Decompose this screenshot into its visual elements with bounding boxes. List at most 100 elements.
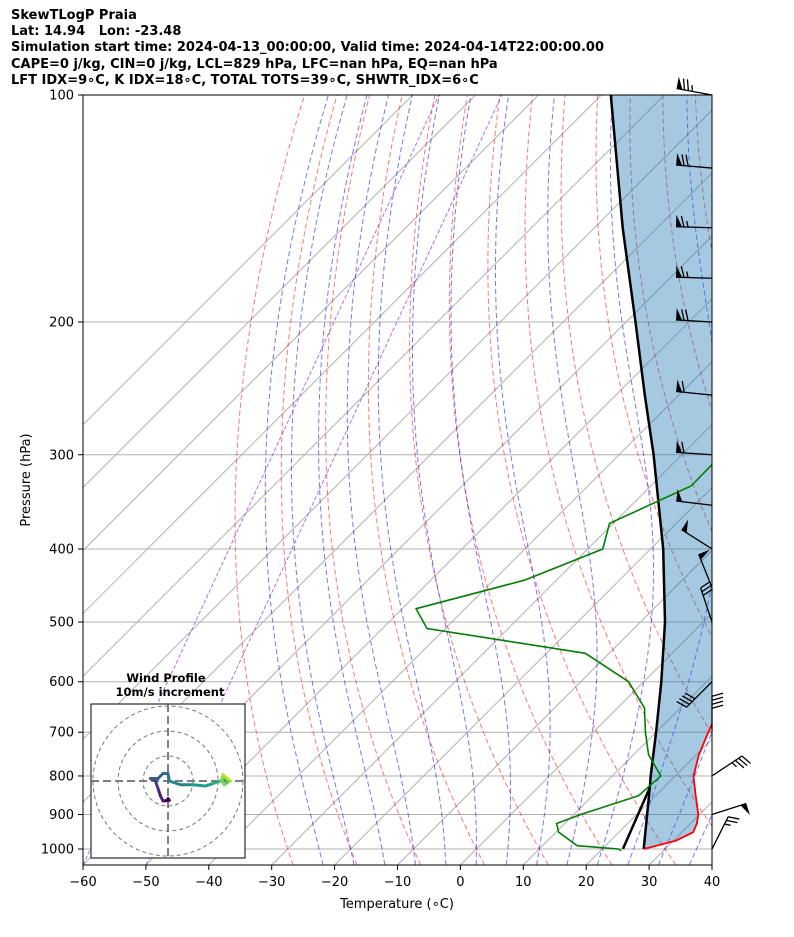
barb-staff: [686, 681, 713, 708]
x-tick-label: −40: [195, 875, 222, 890]
hodograph-ring: [142, 755, 194, 807]
isotherm-gridline: [334, 486, 712, 865]
isotherm-gridline: [711, 864, 712, 865]
barb-flag: [676, 307, 683, 321]
wind-barb: [676, 681, 713, 708]
isotherm-gridline: [522, 675, 712, 865]
barb-full: [738, 757, 748, 767]
barb-half: [724, 823, 731, 826]
barb-flag: [740, 803, 750, 815]
barb-full: [726, 819, 738, 824]
barb-full: [734, 759, 745, 769]
hodograph-segment: [191, 783, 207, 788]
barb-full: [676, 700, 687, 708]
wind-barb: [676, 153, 713, 169]
barb-full: [680, 215, 685, 228]
convective-params-line: CAPE=0 j/kg, CIN=0 j/kg, LCL=829 hPa, LF…: [11, 57, 498, 72]
chart-title: SkewTLogP Praia: [11, 8, 137, 23]
barb-staff: [676, 164, 713, 169]
x-tick-label: −30: [258, 875, 285, 890]
isotherm-gridline: [83, 109, 712, 740]
y-tick-label: 600: [49, 675, 74, 690]
dry-adiabat: [694, 95, 712, 254]
moist-adiabat: [547, 95, 598, 865]
hodograph-trace: [149, 772, 232, 803]
barb-flag: [676, 265, 683, 278]
barb-flag: [676, 379, 683, 393]
barb-flag: [681, 519, 689, 533]
dry-adiabat: [487, 95, 677, 865]
x-tick-label: −60: [69, 875, 96, 890]
surface-lcl-line: [621, 787, 651, 850]
barb-full: [682, 78, 686, 90]
hodograph-title: Wind Profile: [126, 671, 206, 685]
barb-full: [681, 380, 685, 393]
barb-full: [702, 588, 713, 597]
wind-barb: [676, 489, 713, 506]
moist-adiabat: [412, 95, 477, 865]
barb-full: [711, 696, 724, 701]
dewpoint-line: [414, 393, 712, 852]
moist-adiabat: [377, 95, 447, 865]
dry-adiabat: [761, 95, 794, 865]
wind-barb: [676, 307, 713, 323]
isotherm-gridline: [271, 423, 712, 865]
barb-full: [681, 441, 685, 454]
barb-flag: [676, 440, 683, 453]
dry-adiabat: [560, 95, 712, 736]
isotherm-gridline: [208, 361, 712, 865]
wind-barb: [711, 755, 751, 777]
moist-adiabat: [264, 95, 329, 865]
hodograph-ring: [92, 705, 244, 857]
barb-full: [711, 692, 724, 697]
hodograph-segment: [221, 773, 232, 783]
y-tick-label: 200: [49, 315, 74, 330]
barb-flag: [676, 489, 683, 502]
barb-flag: [676, 153, 683, 166]
barb-full: [741, 755, 751, 764]
axes: −60 −50 −40 −30 −20 −10 0 10 20 30 40 1000 900 800 700…: [41, 89, 720, 891]
moist-adiabat: [720, 95, 794, 865]
barb-flag: [676, 214, 683, 227]
hodograph-subtitle: 10m/s increment: [116, 685, 225, 699]
y-tick-label: 100: [49, 89, 74, 104]
dry-adiabat: [629, 95, 712, 533]
y-tick-label: 500: [49, 616, 74, 631]
dry-adiabat: [325, 95, 422, 865]
x-tick-label: 30: [641, 875, 658, 890]
x-tick-label: −20: [321, 875, 348, 890]
barb-staff: [711, 755, 743, 777]
time-line: Simulation start time: 2024-04-13_00:00:…: [11, 40, 604, 55]
wind-barb: [711, 692, 724, 733]
x-tick-label: 40: [704, 875, 721, 890]
x-tick-label: 20: [578, 875, 595, 890]
moist-adiabat: [495, 95, 551, 865]
y-tick-label: 1000: [41, 843, 74, 858]
dry-adiabat: [728, 95, 794, 865]
isotherm-gridline: [460, 612, 712, 865]
wind-barb: [711, 802, 750, 816]
wind-barb: [699, 581, 713, 623]
isotherm-gridline: [145, 298, 712, 865]
barb-full: [684, 692, 696, 700]
dry-adiabat: [595, 95, 712, 639]
barb-full: [685, 309, 689, 321]
wind-barb: [711, 816, 740, 850]
sounding-profiles: [414, 95, 712, 852]
moist-adiabat: [346, 95, 416, 865]
barb-half: [686, 271, 689, 278]
isotherm-gridline: [397, 549, 712, 865]
hodograph-segment: [167, 779, 182, 787]
isotherm-gridline: [83, 95, 414, 426]
stability-indices-line: LFT IDX=9∘C, K IDX=18∘C, TOTAL TOTS=39∘C…: [11, 73, 479, 88]
barb-staff: [699, 587, 713, 623]
y-tick-label: 800: [49, 769, 74, 784]
y-tick-label: 300: [49, 448, 74, 463]
parcel-profile-line: [609, 95, 667, 850]
isotherm-gridline: [83, 95, 476, 489]
moist-adiabat: [658, 730, 712, 865]
barb-full: [681, 309, 685, 321]
barb-staff: [711, 816, 729, 850]
cape-area: [610, 95, 712, 849]
moist-adiabat: [596, 95, 654, 865]
